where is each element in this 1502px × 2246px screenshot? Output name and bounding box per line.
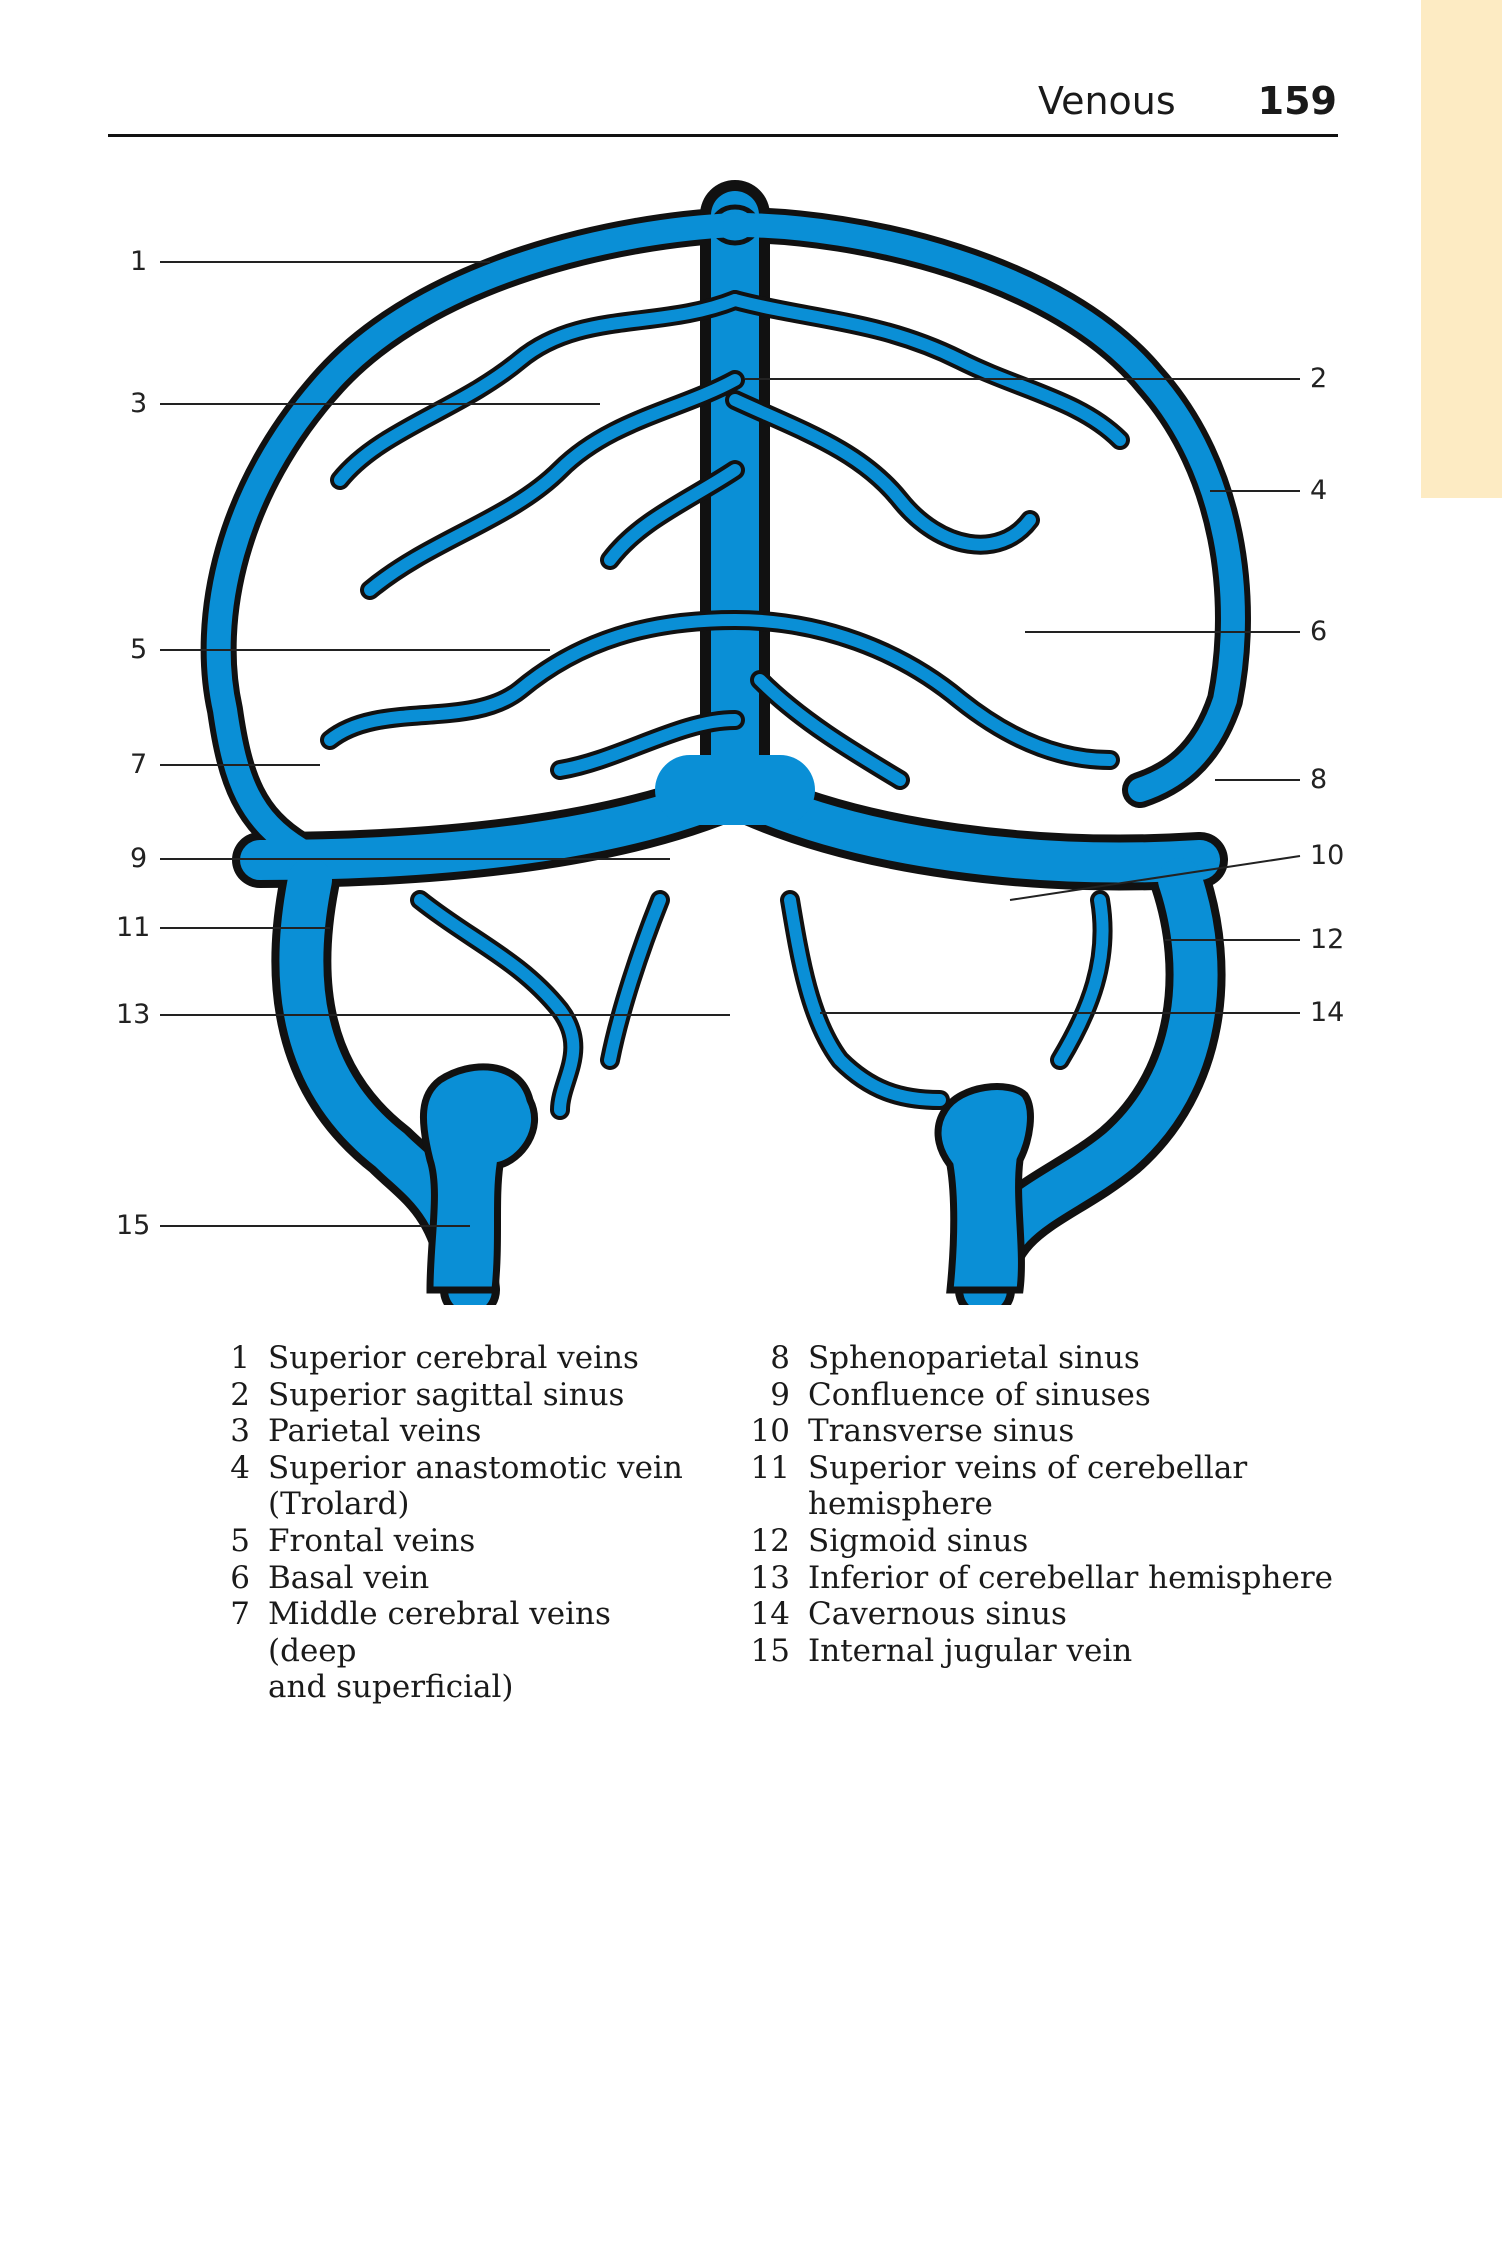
- legend-number: 14: [750, 1596, 790, 1633]
- legend-number: 13: [750, 1559, 790, 1596]
- superior-cerebellar-veins: [414, 894, 580, 1116]
- legend-number: 10: [750, 1413, 790, 1450]
- callout-9: 9: [130, 843, 148, 874]
- legend-text: Middle cerebral veins (deep: [268, 1596, 611, 1669]
- inferior-cerebellar-veins: [604, 894, 666, 1066]
- callout-8: 8: [1310, 764, 1328, 795]
- legend-text: Parietal veins: [268, 1413, 482, 1450]
- callout-14: 14: [1310, 997, 1345, 1028]
- legend-text: Superior sagittal sinus: [268, 1376, 625, 1413]
- callout-15: 15: [116, 1210, 151, 1241]
- legend-number: 3: [230, 1413, 250, 1450]
- legend-right-column: 8 Sphenoparietal sinus 9 Confluence of sin…: [740, 1340, 1380, 1669]
- legend-number: 12: [750, 1522, 790, 1559]
- thumb-index-tab: [1421, 0, 1502, 498]
- legend-item: 4 Superior anastomotic vein: [200, 1450, 700, 1487]
- callout-11: 11: [116, 912, 151, 943]
- sphenoparietal-sinus: [754, 674, 906, 786]
- parietal-vein-right: [729, 294, 1126, 446]
- callout-4: 4: [1310, 475, 1328, 506]
- legend-item: 13 Inferior of cerebellar hemisphere: [740, 1560, 1380, 1597]
- legend-number: 5: [230, 1522, 250, 1559]
- superior-anastomotic-vein: [729, 394, 1036, 551]
- legend-number: [200, 1669, 268, 1706]
- legend-item: 8 Sphenoparietal sinus: [740, 1340, 1380, 1377]
- legend-item: hemisphere: [740, 1486, 1380, 1523]
- cavernous-sinus: [784, 894, 946, 1106]
- legend-text: Sphenoparietal sinus: [808, 1340, 1140, 1376]
- legend-text: (Trolard): [268, 1486, 410, 1523]
- running-head: Venous 159: [1038, 76, 1337, 126]
- legend-item: 5 Frontal veins: [200, 1523, 700, 1560]
- frontal-vein-left: [364, 374, 741, 596]
- legend-text: Cavernous sinus: [808, 1596, 1067, 1633]
- legend-text: Superior cerebral veins: [268, 1340, 639, 1376]
- header-rule: [108, 134, 1338, 137]
- basal-vein: [729, 614, 1116, 766]
- legend-text: Superior veins of cerebellar: [808, 1449, 1248, 1486]
- legend-item: 3 Parietal veins: [200, 1413, 700, 1450]
- vein-illustration: [160, 180, 1301, 1305]
- superior-cerebral-arch-right: [723, 213, 1245, 802]
- legend-item: 1 Superior cerebral veins: [200, 1340, 700, 1377]
- legend-number: 1: [230, 1340, 250, 1376]
- callout-7: 7: [130, 749, 148, 780]
- legend-item: (Trolard): [200, 1486, 700, 1523]
- legend-text: hemisphere: [808, 1486, 993, 1523]
- callout-12: 12: [1310, 924, 1345, 955]
- legend-text: Transverse sinus: [808, 1413, 1075, 1450]
- frontal-veins: [324, 614, 741, 746]
- callout-1: 1: [130, 246, 148, 277]
- legend-item: 11 Superior veins of cerebellar: [740, 1450, 1380, 1487]
- legend-number: [200, 1486, 268, 1523]
- legend-number: 9: [770, 1376, 790, 1413]
- callout-5: 5: [130, 634, 148, 665]
- callout-3: 3: [130, 388, 148, 419]
- legend-item: 12 Sigmoid sinus: [740, 1523, 1380, 1560]
- legend-number: [740, 1486, 808, 1523]
- legend-text: Inferior of cerebellar hemisphere: [808, 1559, 1333, 1596]
- legend-item: 15 Internal jugular vein: [740, 1633, 1380, 1670]
- legend-text: Sigmoid sinus: [808, 1522, 1029, 1559]
- callout-10: 10: [1310, 840, 1345, 871]
- legend-item: 10 Transverse sinus: [740, 1413, 1380, 1450]
- legend-text: Basal vein: [268, 1559, 430, 1596]
- legend-number: 8: [770, 1340, 790, 1376]
- legend-item: 9 Confluence of sinuses: [740, 1377, 1380, 1414]
- internal-jugular-left: [419, 1063, 539, 1294]
- legend-number: 2: [230, 1376, 250, 1413]
- legend-number: 15: [750, 1632, 790, 1669]
- internal-jugular-right: [934, 1083, 1034, 1294]
- leader-10: [1009, 855, 1301, 901]
- legend-item: 2 Superior sagittal sinus: [200, 1377, 700, 1414]
- legend-text: and superficial): [268, 1669, 514, 1706]
- legend-number: 6: [230, 1559, 250, 1596]
- callout-6: 6: [1310, 616, 1328, 647]
- legend-item: 14 Cavernous sinus: [740, 1596, 1380, 1633]
- middle-cerebral-veins: [554, 714, 741, 776]
- legend-item: 6 Basal vein: [200, 1560, 700, 1597]
- callout-13: 13: [116, 999, 151, 1030]
- page-number: 159: [1257, 79, 1337, 123]
- legend-text: Superior anastomotic vein: [268, 1449, 683, 1486]
- legend-number: 4: [230, 1449, 250, 1486]
- superior-cerebral-arch-left: [206, 213, 747, 862]
- legend-number: 11: [750, 1449, 790, 1486]
- venous-anatomy-figure: 1 3 5 7 9 11 13 15 2 4 6 8 10 12 14: [0, 160, 1502, 1305]
- callout-2: 2: [1310, 363, 1328, 394]
- section-title: Venous: [1038, 79, 1176, 123]
- legend-text: Internal jugular vein: [808, 1632, 1133, 1669]
- legend-left-column: 1 Superior cerebral veins 2 Superior sagit…: [200, 1340, 700, 1706]
- legend-number: 7: [230, 1596, 250, 1633]
- legend-text: Frontal veins: [268, 1522, 476, 1559]
- legend-text: Confluence of sinuses: [808, 1376, 1151, 1413]
- legend-item: and superficial): [200, 1669, 700, 1706]
- legend-item: 7 Middle cerebral veins (deep: [200, 1596, 700, 1669]
- parietal-vein-left: [334, 294, 741, 486]
